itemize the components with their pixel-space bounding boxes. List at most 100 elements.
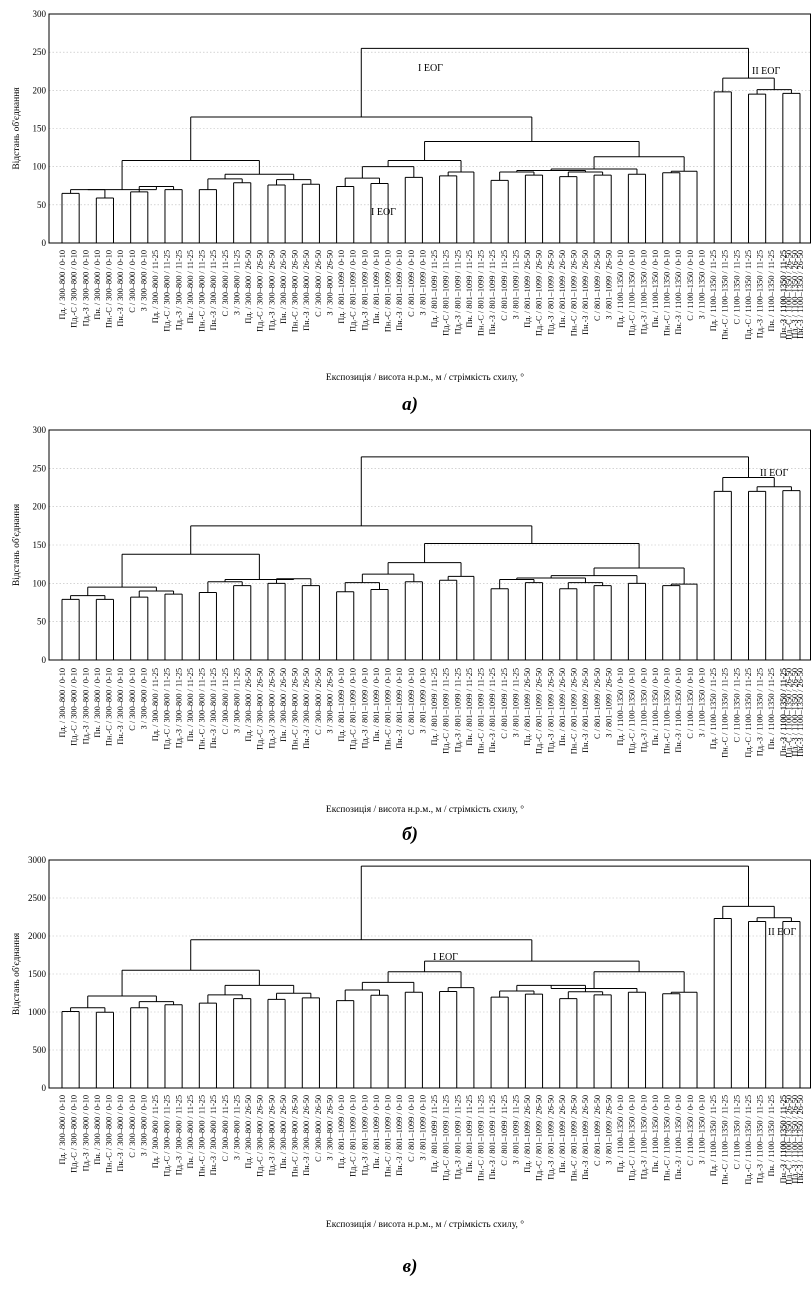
leaf-label: Пд.-З / 300–800 / 0-10 — [81, 668, 90, 744]
leaf-label: Пн. / 300–800 / 26-50 — [279, 1095, 288, 1169]
leaf-label: Пд.-З / 801–1099 / 26-50 — [546, 668, 555, 753]
leaf-label: Пд.-С / 300–800 / 11-25 — [163, 1095, 172, 1177]
leaf-label: С / 1100–1350 / 0-10 — [686, 1095, 695, 1166]
leaf-label: Пд.-С / 300–800 / 0-10 — [70, 668, 79, 746]
group-label: II ЕОГ — [768, 927, 796, 938]
leaf-label: Пд. / 300–800 / 26-50 — [244, 1095, 253, 1169]
leaf-label: З / 801–1099 / 0-10 — [418, 250, 427, 315]
leaf-label: Пд.-З / 300–800 / 11-25 — [174, 668, 183, 748]
leaf-label: Пд.-С / 300–800 / 0-10 — [70, 1095, 79, 1173]
leaf-label: Пд.-С / 1100–1350 / 26-50 — [785, 250, 794, 340]
leaf-label: З / 1100–1350 / 11-25 — [779, 1095, 788, 1168]
leaf-label: Пд.-З / 300–800 / 0-10 — [81, 250, 90, 326]
leaf-label: Пд.-З / 1100–1350 / 26-50 — [790, 1095, 799, 1184]
leaf-label: Пд.-З / 300–800 / 0-10 — [81, 1095, 90, 1171]
leaf-label: Пд.-З / 801–1099 / 26-50 — [546, 1095, 555, 1180]
leaf-label: Пд.-С / 801–1099 / 26-50 — [535, 250, 544, 336]
leaf-label: Пн.-С / 300–800 / 0-10 — [105, 668, 114, 746]
leaf-label: Пд.-С / 801–1099 / 0-10 — [349, 1095, 358, 1177]
leaf-label: Пд.-С / 1100–1350 / 11-25 — [744, 250, 753, 340]
leaf-label: Пд. / 801–1099 / 26-50 — [523, 1095, 532, 1173]
leaf-label: Пд.-С / 801–1099 / 26-50 — [535, 668, 544, 754]
dendrogram-panel-3: 0 500 1000 1500 2000 2500 3000 Відстань об'єдна… — [11, 855, 811, 1277]
y-tick-label: 50 — [37, 200, 47, 210]
leaf-label: З / 300–800 / 26-50 — [325, 1095, 334, 1160]
group-label: II ЕОГ — [760, 468, 788, 479]
y-tick-label: 250 — [33, 463, 47, 473]
leaf-label: Пд.-З / 300–800 / 11-25 — [174, 1095, 183, 1175]
leaf-label: Пд.-З / 801–1099 / 0-10 — [360, 250, 369, 331]
panel-letter: в) — [403, 1256, 418, 1277]
plot-frame — [48, 429, 811, 661]
leaf-label: Пд. / 801–1099 / 26-50 — [523, 250, 532, 328]
leaf-label: Пн.-С / 801–1099 / 0-10 — [384, 668, 393, 750]
leaf-label: Пд.-С / 1100–1350 / 0-10 — [628, 250, 637, 336]
leaf-label: С / 1100–1350 / 0-10 — [686, 668, 695, 739]
y-tick-label: 200 — [33, 85, 47, 95]
leaf-label: Пд. / 300–800 / 11-25 — [151, 250, 160, 323]
leaf-label: Пн.-З / 1100–1350 / 26-50 — [796, 1095, 805, 1184]
leaf-label: Пд.-С / 801–1099 / 11-25 — [442, 668, 451, 754]
leaf-label: Пд. / 300–800 / 26-50 — [244, 668, 253, 742]
dendrogram-panel-1: 0 50 100 150 200 250 300 Відстань об'єднання I Е… — [11, 9, 811, 415]
leaf-label: Пн.-З / 1100–1350 / 26-50 — [796, 250, 805, 339]
leaf-label: Пд.-С / 1100–1350 / 26-50 — [785, 1095, 794, 1185]
leaf-label: Пн.-З / 801–1099 / 0-10 — [395, 250, 404, 331]
y-tick-label: 1000 — [28, 1007, 47, 1017]
group-label: I ЕОГ — [433, 952, 458, 963]
y-tick-label: 3000 — [28, 855, 47, 865]
y-axis-title: Відстань об'єднання — [11, 932, 22, 1015]
leaf-label: Пн. / 300–800 / 11-25 — [186, 668, 195, 742]
leaf-label: Пн.-З / 801–1099 / 26-50 — [581, 250, 590, 335]
leaf-label: Пн. / 801–1099 / 26-50 — [558, 1095, 567, 1173]
leaf-label: Пд.-З / 1100–1350 / 0-10 — [639, 1095, 648, 1179]
leaf-label: С / 801–1099 / 0-10 — [407, 668, 416, 735]
leaf-label: С / 801–1099 / 11-25 — [500, 668, 509, 739]
leaf-label: З / 300–800 / 26-50 — [325, 668, 334, 733]
leaf-label: Пн.-З / 300–800 / 26-50 — [302, 1095, 311, 1176]
leaf-label: З / 801–1099 / 11-25 — [511, 1095, 520, 1164]
leaf-label: Пн.-С / 300–800 / 11-25 — [198, 250, 207, 332]
leaf-label: Пн.-З / 801–1099 / 26-50 — [581, 1095, 590, 1180]
leaf-label: Пн.-С / 1100–1350 / 11-25 — [721, 1095, 730, 1185]
leaf-label: Пд. / 801–1099 / 0-10 — [337, 1095, 346, 1169]
leaf-label: Пн. / 1100–1350 / 11-25 — [767, 250, 776, 332]
leaf-label: С / 300–800 / 11-25 — [221, 250, 230, 317]
leaf-label: Пд. / 801–1099 / 26-50 — [523, 668, 532, 746]
leaf-label: Пн.-С / 300–800 / 0-10 — [105, 1095, 114, 1173]
group-label: II ЕОГ — [752, 66, 780, 77]
leaf-label: Пд. / 801–1099 / 0-10 — [337, 668, 346, 742]
leaf-label: Пд.-З / 801–1099 / 11-25 — [453, 250, 462, 334]
leaf-label: С / 801–1099 / 26-50 — [593, 668, 602, 739]
leaf-label: С / 801–1099 / 0-10 — [407, 1095, 416, 1162]
leaf-label: Пд.-С / 801–1099 / 11-25 — [442, 250, 451, 336]
panel-letter: а) — [402, 394, 418, 415]
leaf-label: Пн.-С / 801–1099 / 26-50 — [570, 250, 579, 336]
leaf-label: Пн. / 300–800 / 26-50 — [279, 250, 288, 324]
y-axis-title: Відстань об'єднання — [11, 503, 22, 586]
leaf-label: Пн. / 801–1099 / 26-50 — [558, 668, 567, 746]
leaf-label: Пд.-С / 1100–1350 / 26-50 — [785, 668, 794, 758]
group-label: I ЕОГ — [418, 63, 443, 74]
leaf-label: Пн.-З / 801–1099 / 11-25 — [488, 250, 497, 335]
leaf-label: Пд.-З / 801–1099 / 0-10 — [360, 668, 369, 749]
y-tick-label: 250 — [33, 47, 47, 57]
leaf-label: Пн. / 801–1099 / 0-10 — [372, 668, 381, 742]
leaf-label: З / 801–1099 / 11-25 — [511, 668, 520, 737]
leaf-label: З / 1100–1350 / 11-25 — [779, 250, 788, 323]
leaf-label: Пн.-З / 801–1099 / 0-10 — [395, 668, 404, 749]
leaf-label: З / 1100–1350 / 0-10 — [698, 1095, 707, 1164]
leaf-label: С / 1100–1350 / 0-10 — [686, 250, 695, 321]
leaf-label: Пн. / 801–1099 / 11-25 — [465, 1095, 474, 1173]
leaf-label: Пн. / 300–800 / 11-25 — [186, 1095, 195, 1169]
leaf-label: Пд.-С / 801–1099 / 11-25 — [442, 1095, 451, 1181]
leaf-label: Пд.-С / 1100–1350 / 11-25 — [744, 668, 753, 758]
leaf-label: Пн.-З / 300–800 / 0-10 — [116, 250, 125, 327]
leaf-label: Пд.-З / 801–1099 / 11-25 — [453, 668, 462, 752]
leaf-label: С / 300–800 / 11-25 — [221, 668, 230, 735]
leaf-label: Пн. / 300–800 / 11-25 — [186, 250, 195, 324]
leaf-label: Пн.-С / 1100–1350 / 11-25 — [721, 250, 730, 340]
leaf-label: З / 300–800 / 11-25 — [232, 250, 241, 315]
leaf-label: С / 801–1099 / 26-50 — [593, 250, 602, 321]
